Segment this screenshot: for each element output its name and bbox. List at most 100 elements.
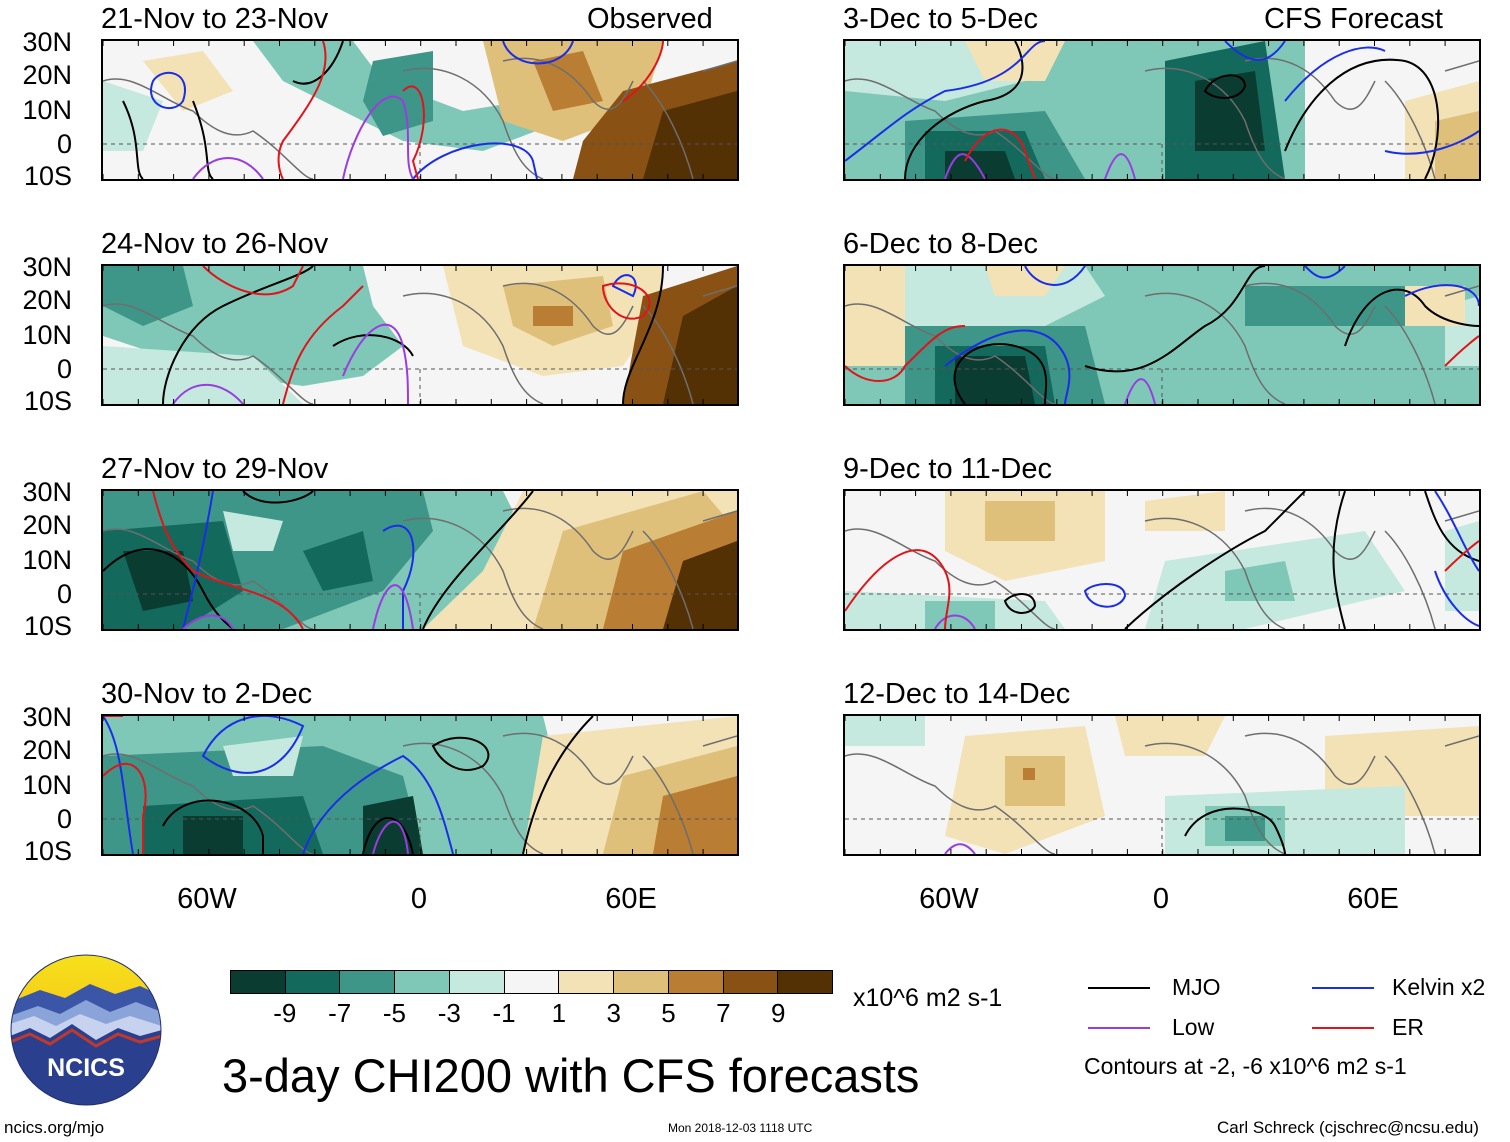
legend-kelvin-line [1312, 987, 1374, 989]
wave-contour [1434, 570, 1479, 627]
wave-contour [152, 491, 304, 629]
wave-contour [1104, 153, 1136, 179]
wave-contour [845, 41, 1046, 162]
legend-low-label: Low [1172, 1014, 1215, 1040]
y-tick-30n: 30N [22, 27, 72, 57]
wave-contour [1083, 583, 1127, 608]
anomaly-region [103, 266, 193, 326]
anomaly-region [965, 41, 1065, 81]
wave-contour [845, 325, 966, 382]
wave-contour [944, 153, 986, 179]
anomaly-region [845, 716, 925, 746]
wave-contour [934, 614, 976, 629]
colorbar-bin [667, 971, 723, 993]
coastline [103, 57, 737, 179]
coastline [103, 507, 737, 629]
contours-note: Contours at -2, -6 x10^6 m2 s-1 [1084, 1053, 1407, 1079]
anomaly-region [663, 541, 737, 629]
panel-title-2: 24-Nov to 26-Nov [101, 228, 329, 260]
wave-contour [601, 282, 651, 320]
anomaly-region [1023, 768, 1035, 780]
coastline [845, 57, 1479, 179]
anomaly-region [1225, 561, 1295, 601]
colorbar-tick-label: 5 [661, 998, 676, 1028]
colorbar [230, 970, 833, 994]
anomaly-region [223, 511, 283, 551]
wave-contour [1304, 266, 1346, 279]
colorbar-tick-label: -7 [328, 998, 352, 1028]
wave-contour [964, 128, 1036, 179]
wave-contour [372, 820, 409, 854]
anomaly-region [363, 796, 423, 854]
colorbar-tick-label: 1 [551, 998, 567, 1028]
wave-contour [431, 736, 490, 771]
anomaly-region [103, 346, 303, 404]
colorbar-tick-label: -9 [273, 998, 297, 1028]
wave-contour [362, 817, 414, 854]
coastline [845, 507, 1479, 629]
wave-contour [302, 754, 454, 854]
site-link[interactable]: ncics.org/mjo [4, 1118, 105, 1137]
colorbar-tick-label: 9 [770, 998, 786, 1028]
colorbar-bin [284, 971, 340, 993]
wave-contour [277, 41, 327, 179]
wave-contour [372, 584, 414, 629]
wave-contour [282, 285, 364, 404]
wave-contour [332, 334, 414, 357]
wave-contour [1284, 46, 1386, 102]
x-tick-0: 0 [1152, 883, 1170, 915]
anomaly-region [925, 601, 995, 629]
wave-contour [845, 549, 951, 629]
y-tick-10n: 10N [22, 320, 72, 350]
y-tick-10s: 10S [23, 386, 72, 416]
map-panel-8 [843, 714, 1481, 856]
wave-contour [1024, 266, 1086, 286]
y-tick-0: 0 [56, 579, 72, 609]
anomaly-region [533, 51, 603, 111]
wave-contour [382, 524, 415, 629]
x-tick-60e: 60E [1347, 883, 1399, 915]
colorbar-bin [722, 971, 778, 993]
anomaly-region [653, 776, 737, 854]
chi200-map-svg [845, 716, 1479, 854]
chi200-map-svg [103, 41, 737, 179]
y-tick-30n: 30N [22, 477, 72, 507]
colorbar-tick-label: -3 [437, 998, 461, 1028]
colorbar-labels: -9 -7 -5 -3 -1 1 3 5 7 9 [230, 1000, 833, 1030]
coastline [103, 732, 737, 854]
anomaly-region [985, 266, 1065, 296]
wave-contour [122, 100, 144, 179]
wave-contour [1224, 41, 1286, 61]
wave-contour [162, 799, 264, 854]
wave-contour [1444, 335, 1479, 367]
anomaly-region [1005, 756, 1065, 806]
wave-contour [342, 95, 414, 179]
y-tick-10s: 10S [23, 161, 72, 191]
colorbar-units: x10^6 m2 s-1 [853, 984, 1003, 1012]
y-tick-10s: 10S [23, 611, 72, 641]
anomaly-region [1405, 286, 1465, 326]
panel-title-4: 30-Nov to 2-Dec [101, 678, 313, 710]
anomaly-region [1145, 491, 1225, 531]
anomaly-region [1195, 71, 1265, 151]
wave-contour [103, 716, 134, 854]
chi200-map-svg [845, 41, 1479, 179]
y-tick-10n: 10N [22, 770, 72, 800]
x-tick-60w: 60W [919, 883, 979, 915]
x-tick-60e: 60E [605, 883, 657, 915]
logo-text: NCICS [47, 1054, 125, 1082]
wave-contour [944, 843, 976, 854]
colorbar-tick-label: 7 [716, 998, 731, 1028]
wave-contour [611, 274, 637, 298]
ncics-logo: NCICS [10, 954, 162, 1106]
colorbar-bin [777, 971, 833, 993]
wave-contour [1444, 540, 1479, 572]
author-credit: Carl Schreck (cjschrec@ncsu.edu) [1217, 1118, 1479, 1137]
wave-contour [904, 41, 1024, 179]
figure-title: 3-day CHI200 with CFS forecasts [222, 1049, 920, 1102]
anomaly-region [1435, 111, 1479, 179]
map-panel-1 [101, 39, 739, 181]
wave-contour [622, 266, 664, 404]
colorbar-bin [503, 971, 559, 993]
forecast-label: CFS Forecast [1264, 3, 1443, 35]
